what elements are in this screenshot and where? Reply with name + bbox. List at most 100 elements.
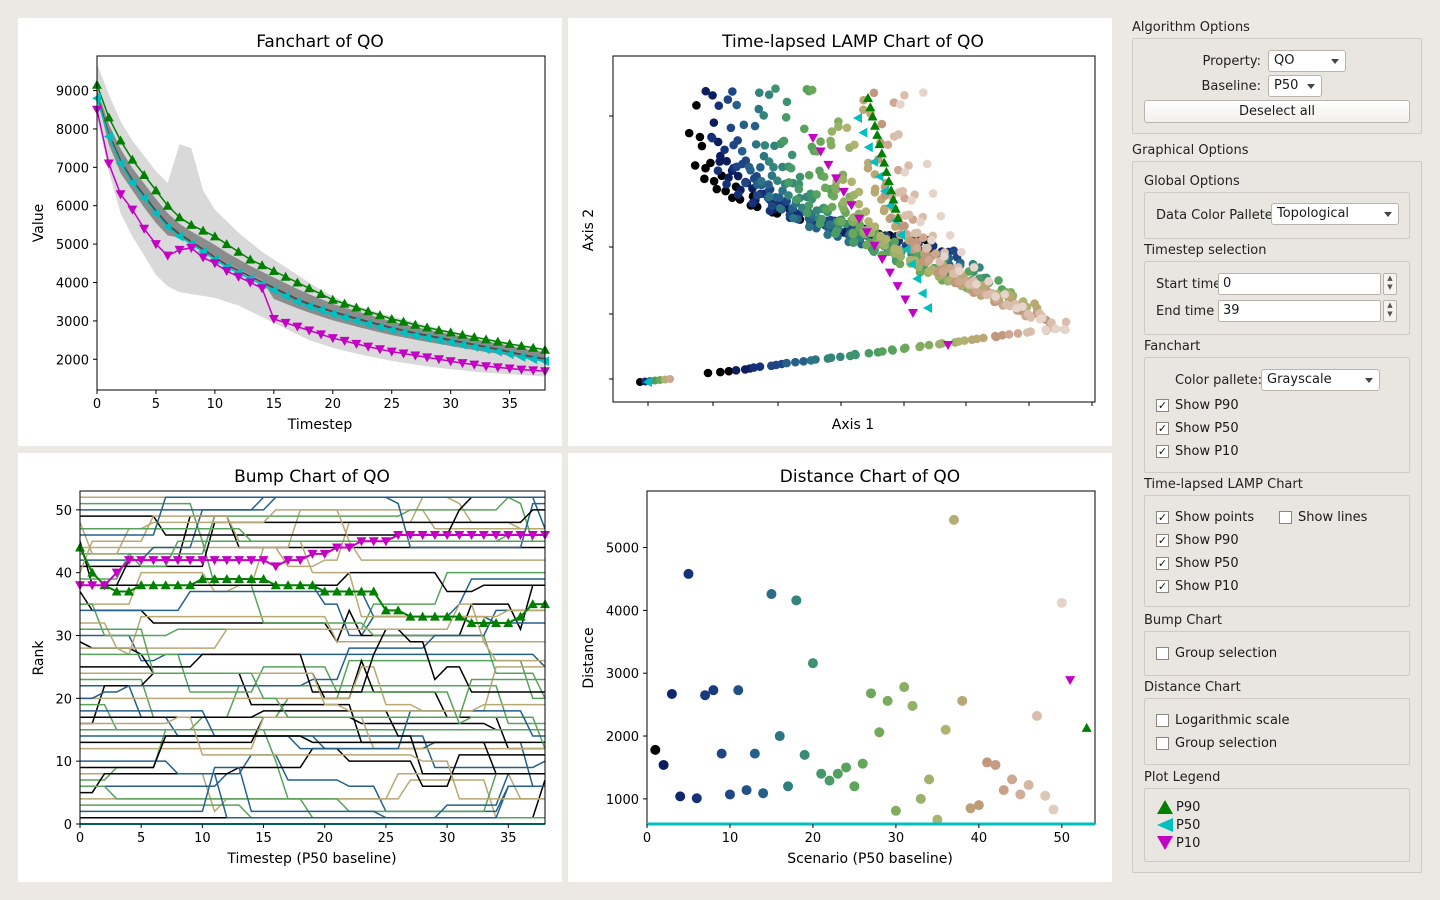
lamp-title: Time-lapsed LAMP Chart of QO bbox=[721, 32, 984, 52]
lamp-point bbox=[972, 334, 982, 344]
lamp-p90-marker bbox=[893, 213, 903, 222]
bump-p90-marker bbox=[234, 573, 245, 583]
lamp-point bbox=[984, 277, 993, 286]
fan-p90-marker bbox=[209, 231, 220, 241]
lamp-point bbox=[712, 184, 722, 194]
lamp-show-p10-checkbox[interactable]: ✓ Show P10 bbox=[1156, 579, 1239, 594]
fan-p10-marker bbox=[186, 243, 197, 253]
distance-point bbox=[849, 781, 860, 792]
lamp-point bbox=[721, 186, 730, 196]
fan-ytick-label: 5000 bbox=[56, 238, 89, 253]
lamp-point bbox=[715, 157, 724, 166]
fan-p10-marker bbox=[363, 342, 374, 352]
bump-p10-marker bbox=[331, 543, 342, 553]
lamp-point bbox=[998, 330, 1007, 340]
lamp-point bbox=[690, 161, 700, 170]
fan-p10-marker bbox=[115, 190, 126, 200]
bump-p10-marker bbox=[270, 562, 281, 572]
distance-point bbox=[700, 690, 711, 701]
lamp-point bbox=[817, 214, 826, 224]
distance-log-scale-checkbox[interactable]: Logarithmic scale bbox=[1156, 713, 1290, 728]
fan-p90-marker bbox=[292, 277, 303, 287]
bump-p10-marker bbox=[515, 530, 526, 540]
lamp-point bbox=[703, 368, 713, 378]
fan-p50-marker bbox=[410, 330, 420, 341]
fan-xtick-label: 0 bbox=[93, 397, 101, 412]
fan-p90-marker bbox=[457, 329, 468, 339]
lamp-point bbox=[700, 174, 709, 184]
lamp-show-lines-checkbox[interactable]: Show lines bbox=[1279, 510, 1367, 525]
lamp-point bbox=[850, 349, 860, 359]
fan-p90-marker bbox=[351, 302, 362, 312]
lamp-point bbox=[781, 113, 791, 122]
bump-line bbox=[80, 628, 545, 693]
checkmark-icon: ✓ bbox=[1156, 422, 1169, 435]
fan-p50-marker bbox=[516, 351, 526, 362]
fan-show-p50-checkbox[interactable]: ✓ Show P50 bbox=[1156, 421, 1239, 436]
fan-show-p10-checkbox[interactable]: ✓ Show P10 bbox=[1156, 444, 1239, 459]
bump-line bbox=[80, 628, 545, 718]
lamp-point bbox=[825, 220, 835, 229]
start-time-stepper[interactable]: ▲ ▼ bbox=[1383, 273, 1397, 295]
fan-p10-marker bbox=[257, 284, 268, 294]
lamp-point bbox=[752, 191, 762, 200]
lamp-p90-marker bbox=[874, 139, 885, 149]
lamp-p10-marker bbox=[808, 134, 818, 143]
bump-p90-marker bbox=[344, 586, 355, 596]
end-time-stepper[interactable]: ▲ ▼ bbox=[1383, 300, 1397, 322]
fan-p50-marker bbox=[174, 231, 184, 242]
lamp-point bbox=[692, 101, 701, 110]
fan-p90-marker bbox=[139, 170, 150, 180]
lamp-point bbox=[754, 104, 764, 114]
data-palette-select[interactable]: Topological bbox=[1271, 203, 1399, 225]
checkmark-icon: ✓ bbox=[1156, 534, 1169, 547]
lamp-p50-marker bbox=[896, 229, 906, 240]
bump-group-selection-checkbox[interactable]: Group selection bbox=[1156, 646, 1277, 661]
lamp-point bbox=[936, 211, 946, 221]
fan-p10-marker bbox=[422, 353, 433, 363]
lamp-p50-marker bbox=[853, 113, 862, 123]
distance-point bbox=[915, 793, 926, 804]
lamp-point bbox=[802, 208, 812, 218]
fan-p90-marker bbox=[115, 135, 126, 145]
fan-palette-select[interactable]: Grayscale bbox=[1261, 369, 1380, 391]
lamp-p10-marker bbox=[869, 241, 880, 251]
lamp-point bbox=[854, 199, 864, 209]
deselect-all-button[interactable]: Deselect all bbox=[1144, 100, 1410, 123]
distance-point bbox=[990, 759, 1001, 770]
distance-point bbox=[791, 595, 802, 606]
fan-show-p90-checkbox[interactable]: ✓ Show P90 bbox=[1156, 398, 1239, 413]
distance-group-selection-checkbox[interactable]: Group selection bbox=[1156, 736, 1277, 751]
start-time-label: Start time bbox=[1156, 277, 1222, 292]
lamp-point bbox=[729, 140, 738, 150]
lamp-point bbox=[755, 362, 765, 372]
property-select[interactable]: QO bbox=[1268, 50, 1346, 72]
baseline-select[interactable]: P50 bbox=[1268, 75, 1322, 97]
fan-p10-marker bbox=[292, 322, 303, 332]
lamp-point bbox=[799, 357, 808, 366]
fan-p50-marker bbox=[492, 346, 502, 357]
fan-ytick-label: 9000 bbox=[56, 85, 89, 100]
bump-p10-marker bbox=[356, 537, 367, 547]
distance-point bbox=[824, 775, 835, 786]
lamp-point bbox=[731, 366, 741, 375]
lamp-point bbox=[889, 98, 899, 107]
bump-p90-marker bbox=[368, 586, 379, 596]
bump-p90-marker bbox=[246, 573, 257, 583]
lamp-options-title: Time-lapsed LAMP Chart bbox=[1144, 477, 1303, 492]
lamp-point bbox=[924, 255, 934, 265]
start-time-input[interactable]: 0 bbox=[1218, 273, 1381, 295]
lamp-p10-marker bbox=[892, 282, 903, 292]
end-time-input[interactable]: 39 bbox=[1218, 300, 1381, 322]
fan-p10-marker bbox=[127, 205, 138, 215]
lamp-show-p90-checkbox[interactable]: ✓ Show P90 bbox=[1156, 533, 1239, 548]
lamp-point bbox=[757, 176, 766, 186]
distance-ytick-label: 1000 bbox=[606, 793, 639, 808]
bump-line bbox=[80, 716, 545, 800]
bump-ytick-label: 50 bbox=[55, 504, 72, 519]
lamp-show-p50-checkbox[interactable]: ✓ Show P50 bbox=[1156, 556, 1239, 571]
distance-point bbox=[716, 748, 727, 759]
lamp-point bbox=[722, 179, 731, 189]
distance-panel: Distance Chart of QO Scenario (P50 basel… bbox=[568, 453, 1112, 882]
lamp-show-points-checkbox[interactable]: ✓ Show points bbox=[1156, 510, 1254, 525]
